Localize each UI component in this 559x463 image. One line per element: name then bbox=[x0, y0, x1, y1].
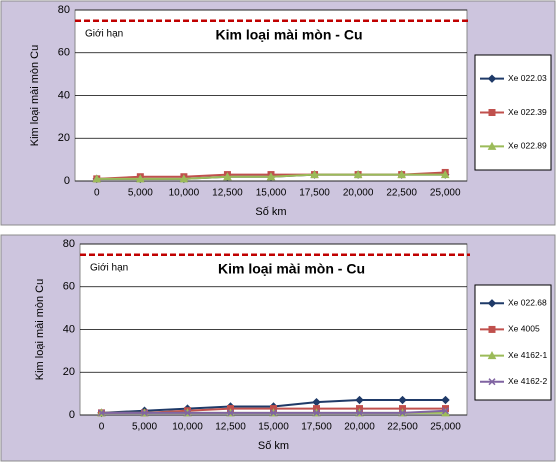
y-tick-label: 80 bbox=[58, 4, 70, 16]
x-tick-label: 25,000 bbox=[430, 188, 461, 199]
chart-title: Kim loại mài mòn - Cu bbox=[218, 260, 365, 276]
legend-marker bbox=[487, 141, 497, 150]
marker bbox=[92, 174, 102, 183]
x-tick-label: 12,500 bbox=[215, 422, 246, 433]
legend-label: Xe 4005 bbox=[508, 324, 540, 334]
legend-label: Xe 022.68 bbox=[508, 298, 547, 308]
x-tick-label: 22,500 bbox=[387, 422, 418, 433]
x-tick-label: 12,500 bbox=[212, 188, 243, 199]
marker bbox=[266, 172, 276, 181]
marker bbox=[223, 172, 232, 181]
marker bbox=[353, 170, 363, 179]
y-tick-label: 40 bbox=[58, 89, 70, 101]
marker bbox=[355, 395, 364, 405]
x-tick-label: 15,000 bbox=[258, 422, 289, 433]
legend-marker bbox=[488, 325, 496, 333]
marker bbox=[179, 174, 189, 183]
legend-marker bbox=[487, 351, 497, 360]
marker bbox=[441, 407, 450, 415]
legend-label: Xe 4162-1 bbox=[508, 350, 547, 360]
legend-marker bbox=[487, 299, 497, 308]
marker bbox=[440, 170, 450, 179]
marker bbox=[135, 174, 145, 183]
y-tick-label: 40 bbox=[63, 323, 75, 335]
annotation: Giới hạn bbox=[90, 262, 128, 273]
marker bbox=[97, 409, 106, 417]
y-axis-label: Kim loại mài mòn Cu bbox=[34, 279, 46, 380]
marker bbox=[355, 409, 364, 417]
marker bbox=[312, 409, 321, 417]
marker bbox=[310, 170, 319, 179]
x-tick-label: 5,000 bbox=[128, 188, 153, 199]
x-axis-label: Số km bbox=[258, 440, 289, 452]
marker bbox=[397, 170, 407, 179]
y-tick-label: 80 bbox=[63, 238, 75, 250]
legend-marker bbox=[488, 109, 496, 116]
x-tick-label: 0 bbox=[94, 188, 100, 199]
y-tick-label: 0 bbox=[69, 409, 75, 421]
x-tick-label: 22,500 bbox=[386, 188, 417, 199]
legend-marker bbox=[487, 74, 497, 83]
x-tick-label: 5,000 bbox=[132, 422, 157, 433]
y-tick-label: 60 bbox=[58, 47, 70, 59]
y-tick-label: 0 bbox=[64, 175, 70, 187]
y-tick-label: 20 bbox=[63, 366, 75, 378]
x-tick-label: 17,500 bbox=[301, 422, 332, 433]
marker bbox=[183, 409, 192, 417]
chart-title: Kim loại mài mòn - Cu bbox=[215, 26, 362, 42]
legend-label: Xe 022.03 bbox=[508, 73, 547, 83]
marker bbox=[441, 395, 450, 405]
y-axis-label: Kim loại mài mòn Cu bbox=[29, 45, 41, 146]
x-tick-label: 20,000 bbox=[344, 422, 375, 433]
legend-label: Xe 4162-2 bbox=[508, 376, 547, 386]
marker bbox=[269, 409, 278, 417]
legend-label: Xe 022.89 bbox=[508, 141, 547, 151]
marker bbox=[140, 409, 149, 417]
x-tick-label: 0 bbox=[99, 422, 105, 433]
x-tick-label: 25,000 bbox=[430, 422, 461, 433]
x-tick-label: 10,000 bbox=[169, 188, 200, 199]
y-tick-label: 20 bbox=[58, 132, 70, 144]
legend-label: Xe 022.39 bbox=[508, 107, 547, 117]
legend-marker bbox=[488, 378, 496, 386]
x-tick-label: 15,000 bbox=[256, 188, 287, 199]
x-tick-label: 20,000 bbox=[343, 188, 374, 199]
marker bbox=[226, 409, 235, 417]
annotation: Giới hạn bbox=[85, 28, 123, 39]
x-axis-label: Số km bbox=[255, 206, 286, 218]
marker bbox=[398, 409, 407, 417]
y-tick-label: 60 bbox=[63, 281, 75, 293]
x-tick-label: 10,000 bbox=[172, 422, 203, 433]
x-tick-label: 17,500 bbox=[299, 188, 330, 199]
marker bbox=[398, 395, 407, 405]
